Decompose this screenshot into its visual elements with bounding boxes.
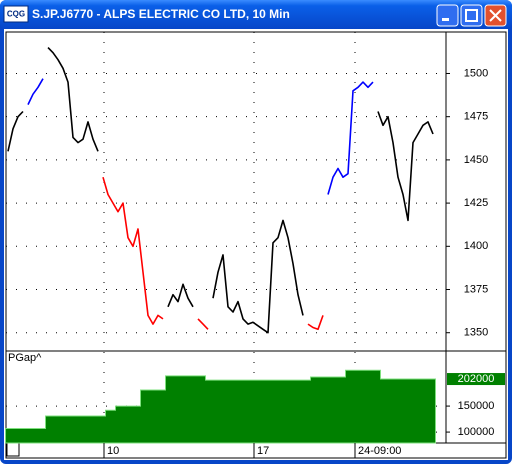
y-tick-label: 1400 bbox=[464, 240, 488, 252]
chart-border bbox=[5, 31, 507, 459]
y-tick-label: 1500 bbox=[464, 67, 488, 79]
window-title: S.JP.J6770 - ALPS ELECTRIC CO LTD, 10 Mi… bbox=[32, 7, 290, 21]
y-tick-label: 150000 bbox=[458, 400, 495, 412]
close-button[interactable] bbox=[484, 4, 507, 27]
y-tick-label: 100000 bbox=[458, 426, 495, 438]
minimize-button[interactable] bbox=[436, 4, 459, 27]
title-bar bbox=[0, 0, 512, 29]
price-line bbox=[7, 47, 434, 334]
x-tick-label: 10 bbox=[107, 445, 119, 457]
last-value-box bbox=[447, 373, 505, 386]
y-tick-label: 1450 bbox=[464, 154, 488, 166]
y-tick-label: 1425 bbox=[464, 197, 488, 209]
y-tick-label: 1375 bbox=[464, 283, 488, 295]
area bbox=[5, 369, 436, 444]
app-icon-text: CQG bbox=[7, 10, 25, 19]
y-tick-label: 1475 bbox=[464, 111, 488, 123]
x-tick-label: 24-09:00 bbox=[358, 445, 401, 457]
panel-title: PGap^ bbox=[8, 352, 42, 364]
x-tick-label: 17 bbox=[257, 445, 269, 457]
maximize-button[interactable] bbox=[460, 4, 483, 27]
last-value-label: 202000 bbox=[458, 373, 495, 385]
y-tick-label: 1350 bbox=[464, 327, 488, 339]
price-line bbox=[27, 78, 374, 195]
price-line bbox=[102, 176, 324, 331]
app-icon bbox=[3, 5, 29, 23]
